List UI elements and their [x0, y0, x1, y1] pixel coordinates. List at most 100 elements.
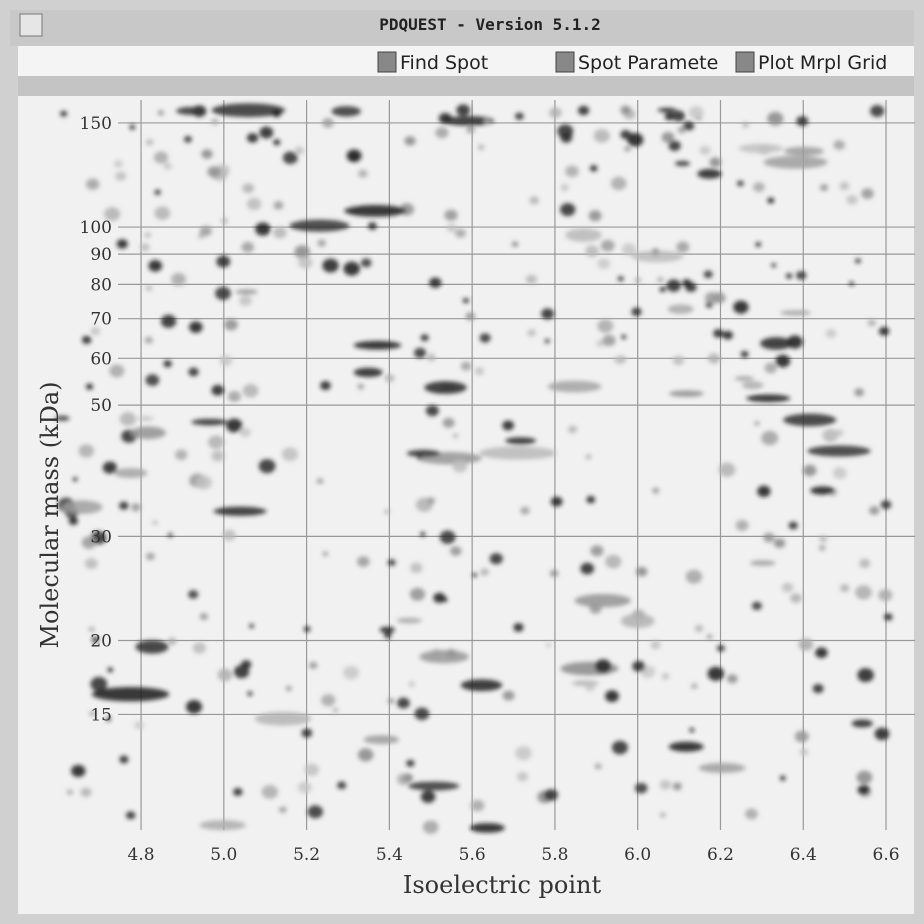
y-tick-label: 150 [80, 114, 112, 134]
gel-spot [585, 245, 599, 257]
gel-spot [453, 434, 458, 438]
x-tick-label: 4.8 [128, 845, 155, 865]
gel-spot [621, 335, 626, 339]
gel-spot [881, 500, 892, 509]
gel-spot [316, 478, 323, 484]
gel-spot [344, 205, 406, 217]
gel-spot [861, 188, 874, 199]
gel-spot [484, 119, 489, 123]
gel-spot [697, 169, 721, 179]
gel-spot [761, 431, 778, 445]
button-icon[interactable] [556, 52, 574, 72]
gel-spot [479, 446, 556, 459]
gel-spot [221, 218, 228, 224]
y-tick-label: 50 [90, 396, 112, 416]
gel-spot [193, 642, 206, 653]
gel-spot [304, 626, 311, 632]
gel-spot [171, 273, 186, 286]
gel-spot [815, 647, 828, 658]
gel-spot [62, 500, 103, 514]
gel-spot [358, 170, 368, 178]
gel-spot [548, 381, 602, 393]
gel-spot [870, 105, 884, 117]
gel-spot [224, 319, 238, 331]
gel-spot [795, 731, 809, 743]
gel-spot [704, 270, 713, 278]
gel-spot [705, 292, 719, 304]
gel-spot [590, 165, 598, 172]
gel-spot [612, 741, 628, 755]
toolbar-button[interactable]: Find Spot [400, 52, 488, 74]
gel-spot [119, 756, 128, 764]
gel-spot [757, 486, 770, 497]
gel-spot [620, 130, 631, 139]
gel-spot [737, 181, 744, 187]
gel-spot [86, 179, 99, 190]
gel-spot [875, 728, 890, 741]
gel-spot [758, 144, 771, 155]
gel-spot [575, 594, 631, 607]
gel-spot [513, 623, 523, 632]
gel-spot [357, 556, 370, 567]
gel-spot [226, 419, 242, 433]
gel-spot [602, 335, 615, 346]
gel-spot [800, 749, 808, 756]
gel-spot [134, 721, 143, 729]
gel-spot [444, 210, 457, 221]
gel-spot [689, 106, 704, 119]
gel-spot [414, 348, 426, 358]
gel-spot [652, 488, 659, 494]
gel-spot [188, 368, 198, 377]
gel-spot [673, 355, 684, 365]
gel-spot [144, 232, 150, 238]
gel-spot [309, 662, 317, 669]
gel-spot [624, 146, 631, 152]
gel-spot [668, 305, 694, 314]
gel-spot [186, 700, 202, 714]
x-tick-label: 6.2 [707, 845, 734, 865]
gel-spot [71, 765, 85, 777]
gel-spot [215, 287, 231, 300]
app-window: PDQUEST - Version 5.1.2 Find SpotSpot Pa… [0, 0, 924, 924]
gel-spot [273, 201, 283, 209]
gel-spot [427, 354, 436, 361]
gel-spot [796, 116, 808, 126]
gel-spot [443, 418, 455, 428]
gel-spot [86, 384, 93, 390]
gel-spot [272, 110, 281, 117]
toolbar-button[interactable]: Spot Paramete [578, 52, 718, 74]
gel-spot [733, 301, 748, 314]
y-tick-label: 100 [80, 218, 112, 238]
gel-spot [72, 477, 77, 482]
button-icon[interactable] [736, 52, 754, 72]
gel-spot [211, 450, 224, 461]
gel-spot [868, 319, 876, 326]
gel-spot [675, 161, 690, 166]
y-tick-label: 90 [90, 245, 112, 265]
gel-spot [550, 570, 559, 577]
gel-spot [833, 467, 847, 479]
gel-spot [240, 428, 251, 437]
gel-spot [255, 712, 311, 726]
gel-spot [470, 800, 484, 812]
toolbar-buttons: Find Spot Spot Paramete Plot Mrpl Grid [378, 52, 887, 74]
gel-spot [660, 287, 666, 292]
gel-spot [480, 568, 489, 575]
gel-spot [597, 258, 610, 269]
gel-spot [447, 224, 456, 232]
gel-spot [298, 256, 312, 268]
window-menu-button[interactable] [20, 14, 42, 36]
gel-spot [442, 597, 447, 602]
gel-spot [580, 563, 594, 575]
toolbar-button[interactable]: Plot Mrpl Grid [758, 52, 887, 74]
gel-spot [660, 780, 671, 790]
button-icon[interactable] [378, 52, 396, 72]
gel-spot [699, 763, 746, 773]
gel-spot [472, 573, 477, 577]
gel-spot [879, 327, 889, 336]
gel-spot [561, 184, 569, 191]
gel-spot [233, 788, 243, 796]
gel-spot [799, 638, 814, 650]
gel-spot [243, 384, 259, 397]
gel-spot [676, 241, 689, 252]
